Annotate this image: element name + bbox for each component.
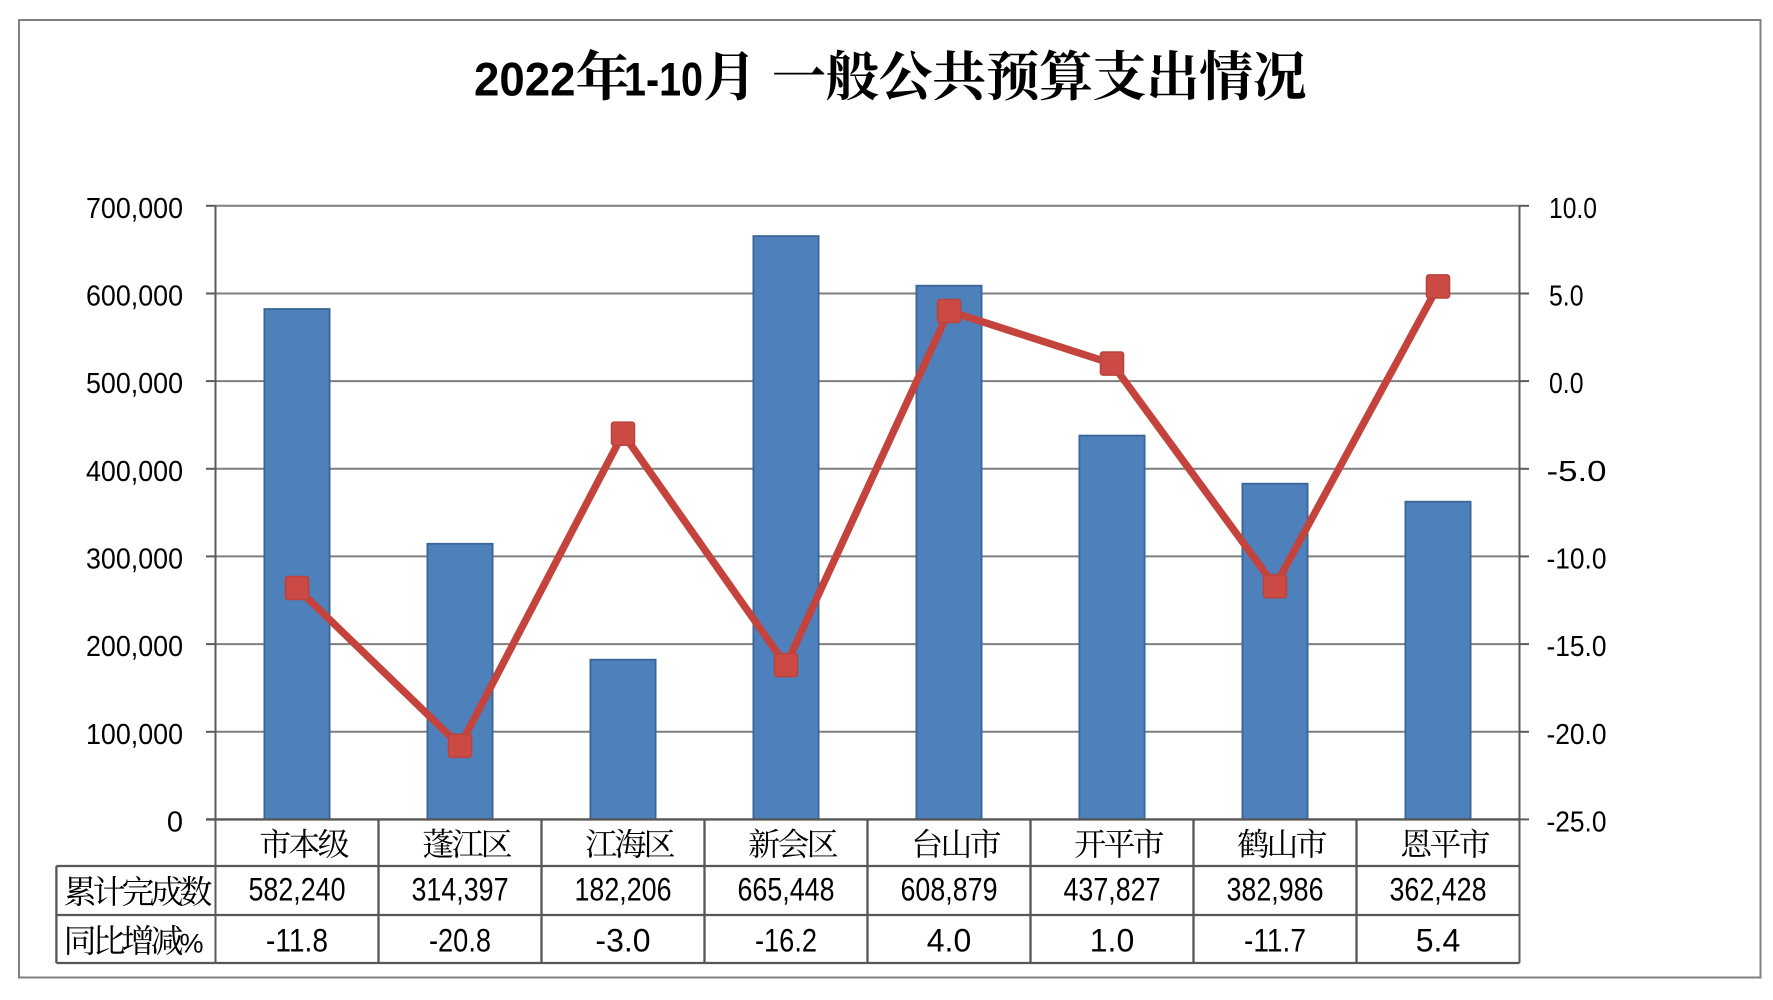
svg-text:-25.0: -25.0 <box>1547 806 1607 838</box>
svg-text:10.0: 10.0 <box>1549 193 1597 225</box>
svg-text:-20.0: -20.0 <box>1547 719 1607 751</box>
svg-text:100,000: 100,000 <box>86 719 183 751</box>
svg-text:2022: 2022 <box>474 53 576 106</box>
svg-text:5.0: 5.0 <box>1549 281 1584 313</box>
svg-text:1-10: 1-10 <box>624 53 703 106</box>
svg-text:665,448: 665,448 <box>738 872 835 908</box>
svg-text:700,000: 700,000 <box>86 193 183 225</box>
svg-text:500,000: 500,000 <box>86 368 183 400</box>
svg-text:1.0: 1.0 <box>1090 923 1134 959</box>
svg-text:608,879: 608,879 <box>901 872 998 908</box>
svg-text:0.0: 0.0 <box>1549 368 1584 400</box>
svg-text:-11.8: -11.8 <box>266 923 328 959</box>
svg-text:-5.0: -5.0 <box>1547 456 1607 488</box>
svg-text:300,000: 300,000 <box>86 543 183 575</box>
svg-text:362,428: 362,428 <box>1390 872 1487 908</box>
svg-text:-11.7: -11.7 <box>1244 923 1306 959</box>
svg-text:382,986: 382,986 <box>1227 872 1324 908</box>
svg-text:-3.0: -3.0 <box>595 923 650 959</box>
svg-text:-15.0: -15.0 <box>1547 631 1607 663</box>
svg-text:314,397: 314,397 <box>412 872 509 908</box>
svg-text:4.0: 4.0 <box>927 923 971 959</box>
svg-text:-20.8: -20.8 <box>429 923 491 959</box>
svg-text:182,206: 182,206 <box>575 872 672 908</box>
svg-text:-10.0: -10.0 <box>1547 543 1607 575</box>
svg-text:-16.2: -16.2 <box>755 923 817 959</box>
svg-text:582,240: 582,240 <box>249 872 346 908</box>
svg-text:200,000: 200,000 <box>86 631 183 663</box>
svg-text:437,827: 437,827 <box>1064 872 1161 908</box>
svg-text:400,000: 400,000 <box>86 456 183 488</box>
svg-text:600,000: 600,000 <box>86 281 183 313</box>
svg-text:0: 0 <box>167 806 183 838</box>
svg-text:%: % <box>180 929 204 959</box>
svg-text:5.4: 5.4 <box>1416 923 1460 959</box>
